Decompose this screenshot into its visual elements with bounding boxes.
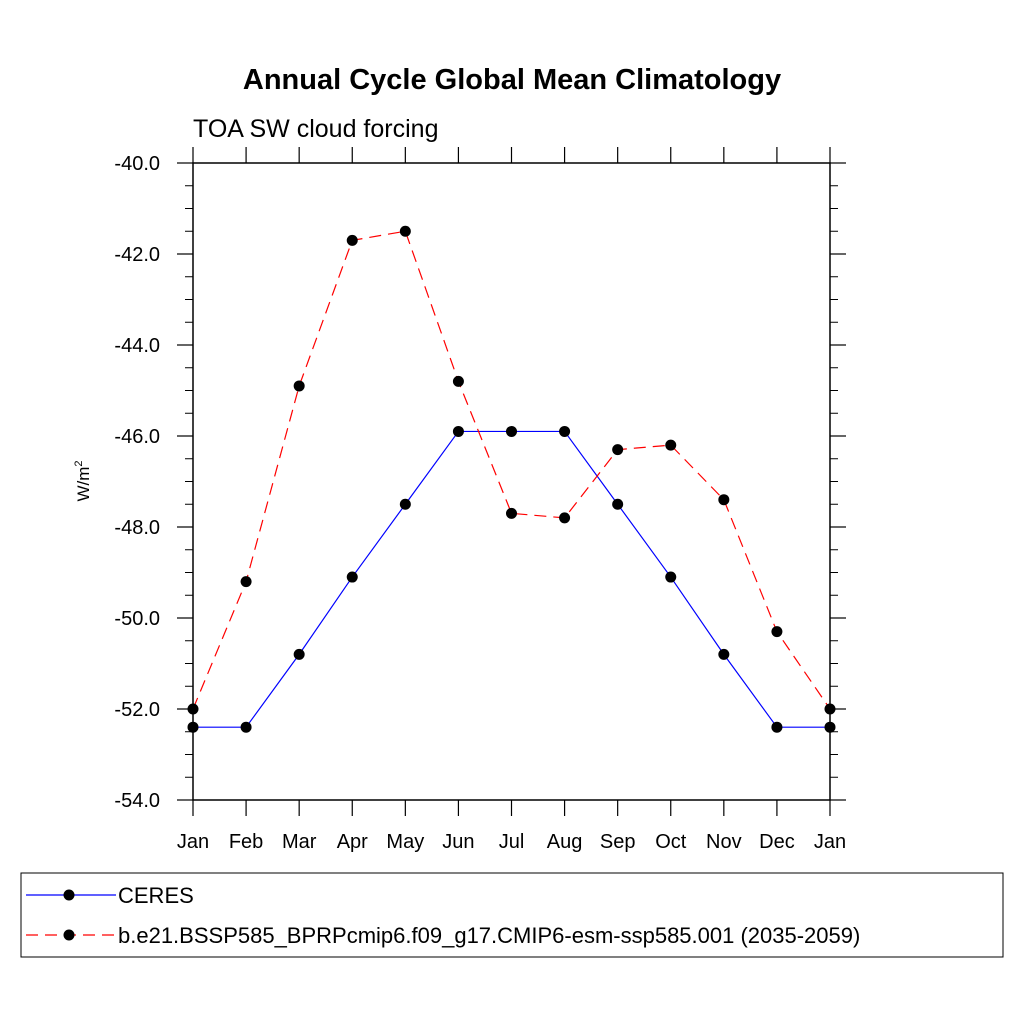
legend-label-1: CERES (118, 883, 194, 908)
series-1-point (187, 721, 199, 733)
series-2-point (506, 507, 517, 519)
series-1-point (718, 648, 730, 660)
chart-title: Annual Cycle Global Mean Climatology (243, 64, 781, 96)
x-tick-label: Mar (282, 831, 317, 853)
series-1-point (612, 498, 624, 510)
series-1-point (665, 571, 677, 583)
series-2-point (559, 512, 571, 524)
y-axis-label-unit: W/m (74, 467, 93, 502)
y-axis-ticks: -40.0 -42.0 -44.0 -46.0 -48.0 -50.0 -52.0 -54.0 (114, 153, 846, 812)
y-tick-label: -48.0 (114, 517, 160, 539)
series-1-point (293, 648, 305, 660)
series-2-point (718, 494, 730, 506)
y-tick-label: -50.0 (114, 608, 160, 630)
series-1-point (240, 721, 252, 733)
series-2-point (824, 703, 836, 715)
legend-label-2: b.e21.BSSP585_BPRPcmip6.f09_g17.CMIP6-es… (118, 923, 860, 948)
y-axis-label: W/m2 (73, 460, 93, 501)
x-tick-label: Jun (442, 831, 474, 853)
x-tick-label: Nov (706, 831, 742, 853)
x-tick-label: Jan (814, 831, 846, 853)
series-2-point (187, 703, 199, 715)
x-axis-ticks: Jan Feb Mar Apr May Jun Jul Aug Sep Oct Nov Dec Jan (177, 147, 846, 853)
x-tick-label: Oct (655, 831, 687, 853)
series-2-point (771, 626, 783, 638)
series-2-point (346, 234, 358, 246)
series-2-point (612, 444, 624, 456)
series-1-point (771, 721, 783, 733)
series-1-point (824, 721, 836, 733)
x-tick-label: May (386, 831, 424, 853)
series-1-point (399, 498, 411, 510)
series-1-point (452, 425, 464, 437)
y-axis-label-superscript: 2 (73, 460, 85, 466)
series-1-point (506, 425, 517, 437)
y-tick-label: -46.0 (114, 426, 160, 448)
series-1-point (346, 571, 358, 583)
legend-marker-1 (63, 889, 75, 901)
legend: CERES b.e21.BSSP585_BPRPcmip6.f09_g17.CMI… (26, 883, 860, 948)
series-2-point (293, 380, 305, 392)
x-tick-label: Aug (547, 831, 583, 853)
y-tick-label: -52.0 (114, 699, 160, 721)
plot-frame (192, 162, 831, 801)
y-tick-label: -42.0 (114, 244, 160, 266)
x-tick-label: Feb (229, 831, 263, 853)
series-2-point (665, 439, 677, 451)
legend-marker-2 (63, 929, 75, 941)
x-tick-label: Sep (600, 831, 636, 853)
series-layer (187, 225, 836, 733)
chart-subtitle: TOA SW cloud forcing (193, 115, 438, 143)
y-tick-label: -54.0 (114, 790, 160, 812)
y-tick-label: -44.0 (114, 335, 160, 357)
series-line-1 (193, 430, 830, 728)
series-2-point (399, 225, 411, 237)
y-tick-label: -40.0 (114, 153, 160, 175)
x-tick-label: Apr (337, 831, 368, 853)
series-line-2 (192, 230, 831, 710)
series-1-point (559, 425, 571, 437)
series-2-point (452, 375, 464, 387)
x-tick-label: Jul (499, 831, 525, 853)
x-tick-label: Dec (759, 831, 795, 853)
legend-box (20, 872, 1004, 958)
x-tick-label: Jan (177, 831, 209, 853)
series-2-point (240, 576, 252, 588)
